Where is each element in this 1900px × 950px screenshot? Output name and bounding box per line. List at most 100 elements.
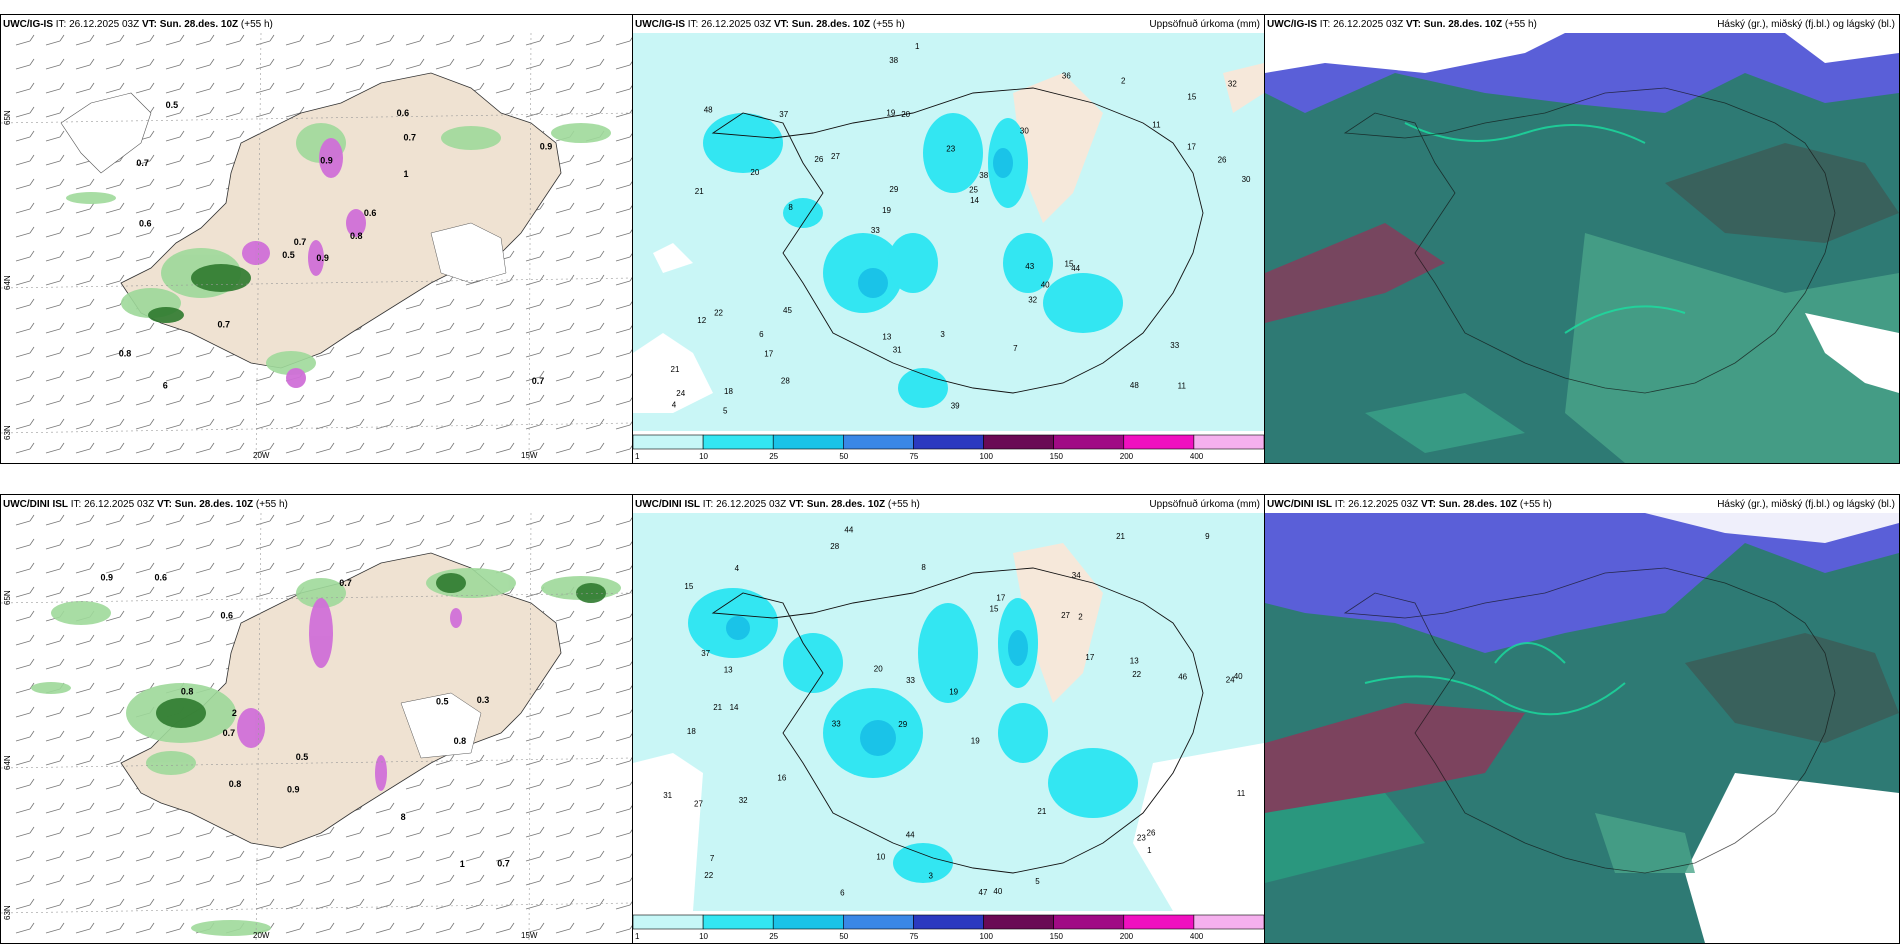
wind-barb — [615, 925, 632, 934]
wind-barb — [45, 898, 65, 910]
legend-swatch — [1193, 914, 1264, 930]
cloud-map — [1265, 513, 1899, 943]
wind-barb — [495, 730, 515, 742]
legend-tick-label: 400 — [1190, 452, 1204, 461]
wind-value-label: 8 — [401, 812, 406, 822]
wind-barb — [45, 154, 65, 166]
wind-barb — [165, 202, 185, 214]
precip-value-label: 21 — [713, 703, 722, 712]
precip-value-label: 21 — [1037, 807, 1046, 816]
wind-barb — [225, 370, 245, 382]
wind-barb — [45, 538, 65, 550]
wind-barb — [135, 850, 155, 862]
wind-barb — [345, 538, 365, 550]
wind-barb — [105, 178, 125, 190]
legend-tick-label: 150 — [1050, 932, 1064, 941]
wind-barb — [405, 826, 425, 838]
legend-tick-label: 1 — [635, 932, 640, 941]
wind-barb — [495, 514, 515, 526]
precip-value-label: 11 — [1237, 789, 1246, 798]
wind-barb — [615, 133, 632, 142]
wind-barb — [105, 922, 125, 934]
wind-barb — [405, 922, 425, 934]
wind-barb — [375, 802, 395, 814]
wind-barb — [105, 82, 125, 94]
precip-value-label: 5 — [723, 406, 728, 415]
wind-barb — [165, 58, 185, 70]
wind-barb — [285, 58, 305, 70]
wind-barb — [255, 850, 275, 862]
wind-barb — [555, 898, 575, 910]
init-time: IT: 26.12.2025 03Z — [55, 19, 140, 30]
precip-value-label: 31 — [893, 345, 902, 354]
wind-barb — [555, 34, 575, 46]
wind-barb — [525, 826, 545, 838]
wind-barb — [165, 610, 185, 622]
wind-barb — [525, 418, 545, 430]
wind-barb — [195, 610, 215, 622]
wind-barb — [225, 898, 245, 910]
wind-barb — [375, 898, 395, 910]
wind-barb — [615, 613, 632, 622]
wind-barb — [315, 58, 335, 70]
wind-barb — [585, 418, 605, 430]
wind-barb — [285, 562, 305, 574]
wind-map-panel-bottom: UWC/DINI ISL IT: 26.12.2025 03Z VT: Sun.… — [0, 494, 633, 944]
wind-barb — [225, 130, 245, 142]
wind-barb — [15, 106, 35, 118]
wind-barb — [555, 58, 575, 70]
precip-value-label: 5 — [1035, 877, 1040, 886]
precip-map-panel-top: UWC/IG-IS IT: 26.12.2025 03Z VT: Sun. 28… — [632, 14, 1265, 464]
wind-barb — [465, 442, 485, 454]
legend-tick-label: 75 — [909, 452, 918, 461]
wind-barb — [375, 850, 395, 862]
wind-barb — [165, 154, 185, 166]
panel-header: UWC/DINI ISL IT: 26.12.2025 03Z VT: Sun.… — [3, 499, 288, 510]
precip-value-label: 40 — [1041, 281, 1050, 290]
wind-barb — [45, 826, 65, 838]
wind-map: 0.9 0.7 0.7 0.8 0.6 0.7 0.6 0.9 0.7 0.8 0.5 0.7 0.6 0… — [1, 33, 632, 463]
wind-barb — [585, 682, 605, 694]
wind-value-label: 1 — [404, 169, 409, 179]
wind-barb — [195, 850, 215, 862]
wind-barb — [435, 538, 455, 550]
wind-barb — [195, 562, 215, 574]
wind-barb — [75, 274, 95, 286]
wind-barb — [165, 178, 185, 190]
wind-barb — [195, 394, 215, 406]
wind-barb — [585, 370, 605, 382]
precip-value-label: 15 — [990, 605, 999, 614]
wind-barb — [75, 850, 95, 862]
wind-barb — [255, 370, 275, 382]
wind-barb — [585, 850, 605, 862]
wind-barb — [255, 106, 275, 118]
precip-legend: 1 10 25 50 75 100 150 200 400 — [633, 913, 1264, 941]
legend-tick-label: 100 — [980, 932, 994, 941]
wind-barb — [15, 610, 35, 622]
wind-barb — [315, 82, 335, 94]
wind-barb — [45, 418, 65, 430]
wind-barb — [75, 634, 95, 646]
wind-barb — [555, 778, 575, 790]
wind-barb — [105, 322, 125, 334]
wind-barb — [495, 34, 515, 46]
wind-barb — [15, 322, 35, 334]
wind-barb — [15, 178, 35, 190]
precip-value-label: 21 — [1116, 532, 1125, 541]
wind-barb — [405, 778, 425, 790]
precip-value-label: 3 — [929, 872, 934, 881]
wind-barb — [135, 538, 155, 550]
wind-barb — [555, 418, 575, 430]
wind-barb — [75, 346, 95, 358]
wind-barb — [15, 82, 35, 94]
wind-barb — [375, 922, 395, 934]
wind-barb — [495, 778, 515, 790]
legend-tick-label: 75 — [909, 932, 918, 941]
wind-barb — [465, 370, 485, 382]
wind-barb — [495, 346, 515, 358]
wind-barb — [555, 610, 575, 622]
wind-barb — [405, 418, 425, 430]
wind-barb — [195, 442, 215, 454]
wind-barb — [375, 418, 395, 430]
